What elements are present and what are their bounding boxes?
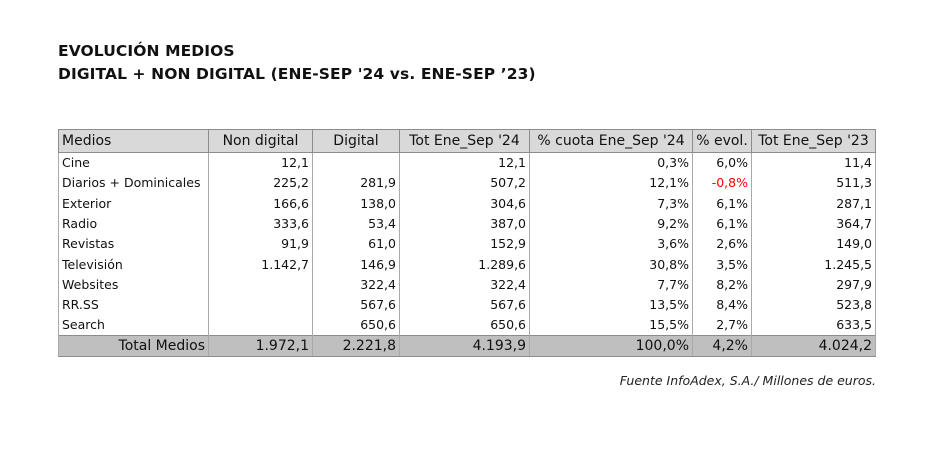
source-note: Fuente InfoAdex, S.A./ Millones de euros…: [619, 373, 876, 388]
medio-label: Revistas: [58, 233, 209, 254]
total-non-digital: 1.972,1: [208, 334, 313, 357]
cuota-2024-cell: 12,1%: [529, 172, 693, 194]
medio-label: Diarios + Dominicales: [58, 172, 209, 194]
cuota-2024-cell: 13,5%: [529, 294, 693, 315]
medio-label: Websites: [58, 274, 209, 295]
evol-cell: 8,2%: [692, 274, 752, 295]
total-tot-2023: 4.024,2: [751, 334, 876, 357]
tot-2024-cell: 650,6: [399, 314, 530, 336]
non-digital-cell: 12,1: [208, 151, 313, 173]
header-cuota-2024: % cuota Ene_Sep '24: [529, 129, 693, 153]
non-digital-cell: [208, 314, 313, 336]
non-digital-cell: [208, 274, 313, 295]
evol-cell: 8,4%: [692, 294, 752, 315]
evol-cell: 2,6%: [692, 233, 752, 254]
digital-cell: 138,0: [312, 193, 400, 214]
digital-cell: [312, 151, 400, 173]
tot-2023-cell: 149,0: [751, 233, 876, 254]
table-header-row: Medios Non digital Digital Tot Ene_Sep '…: [58, 129, 876, 153]
total-cuota-2024: 100,0%: [529, 334, 693, 357]
header-tot-2024: Tot Ene_Sep '24: [399, 129, 530, 153]
header-digital: Digital: [312, 129, 400, 153]
title-line-1: EVOLUCIÓN MEDIOS: [58, 42, 235, 60]
non-digital-cell: [208, 294, 313, 315]
tot-2023-cell: 11,4: [751, 151, 876, 173]
cuota-2024-cell: 9,2%: [529, 213, 693, 234]
header-medios: Medios: [58, 129, 209, 153]
medio-label: Exterior: [58, 193, 209, 214]
tot-2024-cell: 507,2: [399, 172, 530, 194]
cuota-2024-cell: 30,8%: [529, 253, 693, 275]
media-evolution-table: Medios Non digital Digital Tot Ene_Sep '…: [58, 129, 876, 357]
digital-cell: 281,9: [312, 172, 400, 194]
non-digital-cell: 225,2: [208, 172, 313, 194]
non-digital-cell: 91,9: [208, 233, 313, 254]
non-digital-cell: 1.142,7: [208, 253, 313, 275]
report-title: EVOLUCIÓN MEDIOS DIGITAL + NON DIGITAL (…: [58, 40, 536, 86]
evol-cell: -0,8%: [692, 172, 752, 194]
table-row: Cine 12,1 12,1 0,3% 6,0% 11,4: [58, 151, 876, 173]
table-row: Exterior 166,6 138,0 304,6 7,3% 6,1% 287,1: [58, 193, 876, 214]
tot-2023-cell: 364,7: [751, 213, 876, 234]
tot-2024-cell: 152,9: [399, 233, 530, 254]
medio-label: Radio: [58, 213, 209, 234]
title-line-2: DIGITAL + NON DIGITAL (ENE-SEP '24 vs. E…: [58, 65, 536, 83]
digital-cell: 61,0: [312, 233, 400, 254]
tot-2023-cell: 633,5: [751, 314, 876, 336]
tot-2024-cell: 1.289,6: [399, 253, 530, 275]
header-non-digital: Non digital: [208, 129, 313, 153]
medio-label: Search: [58, 314, 209, 336]
digital-cell: 567,6: [312, 294, 400, 315]
digital-cell: 650,6: [312, 314, 400, 336]
cuota-2024-cell: 7,3%: [529, 193, 693, 214]
evol-cell: 2,7%: [692, 314, 752, 336]
header-evol: % evol.: [692, 129, 752, 153]
tot-2024-cell: 304,6: [399, 193, 530, 214]
header-tot-2023: Tot Ene_Sep '23: [751, 129, 876, 153]
evol-cell: 3,5%: [692, 253, 752, 275]
table-row: Televisión 1.142,7 146,9 1.289,6 30,8% 3,5% 1.…: [58, 253, 876, 275]
evol-cell: 6,1%: [692, 193, 752, 214]
digital-cell: 322,4: [312, 274, 400, 295]
evol-cell: 6,1%: [692, 213, 752, 234]
table-row: Diarios + Dominicales 225,2 281,9 507,2 12,1…: [58, 172, 876, 194]
total-row: Total Medios 1.972,1 2.221,8 4.193,9 100…: [58, 334, 876, 357]
table-row: Search 650,6 650,6 15,5% 2,7% 633,5: [58, 314, 876, 336]
table-row: RR.SS 567,6 567,6 13,5% 8,4% 523,8: [58, 294, 876, 315]
cuota-2024-cell: 0,3%: [529, 151, 693, 173]
cuota-2024-cell: 3,6%: [529, 233, 693, 254]
total-digital: 2.221,8: [312, 334, 400, 357]
digital-cell: 146,9: [312, 253, 400, 275]
total-label: Total Medios: [58, 334, 209, 357]
total-tot-2024: 4.193,9: [399, 334, 530, 357]
tot-2023-cell: 523,8: [751, 294, 876, 315]
medio-label: RR.SS: [58, 294, 209, 315]
non-digital-cell: 166,6: [208, 193, 313, 214]
tot-2023-cell: 287,1: [751, 193, 876, 214]
tot-2024-cell: 12,1: [399, 151, 530, 173]
tot-2023-cell: 511,3: [751, 172, 876, 194]
tot-2023-cell: 297,9: [751, 274, 876, 295]
non-digital-cell: 333,6: [208, 213, 313, 234]
tot-2024-cell: 567,6: [399, 294, 530, 315]
evol-cell: 6,0%: [692, 151, 752, 173]
medio-label: Cine: [58, 151, 209, 173]
cuota-2024-cell: 7,7%: [529, 274, 693, 295]
digital-cell: 53,4: [312, 213, 400, 234]
table-row: Radio 333,6 53,4 387,0 9,2% 6,1% 364,7: [58, 213, 876, 234]
table-row: Revistas 91,9 61,0 152,9 3,6% 2,6% 149,0: [58, 233, 876, 254]
tot-2024-cell: 387,0: [399, 213, 530, 234]
total-evol: 4,2%: [692, 334, 752, 357]
tot-2024-cell: 322,4: [399, 274, 530, 295]
cuota-2024-cell: 15,5%: [529, 314, 693, 336]
table-row: Websites 322,4 322,4 7,7% 8,2% 297,9: [58, 274, 876, 295]
medio-label: Televisión: [58, 253, 209, 275]
tot-2023-cell: 1.245,5: [751, 253, 876, 275]
